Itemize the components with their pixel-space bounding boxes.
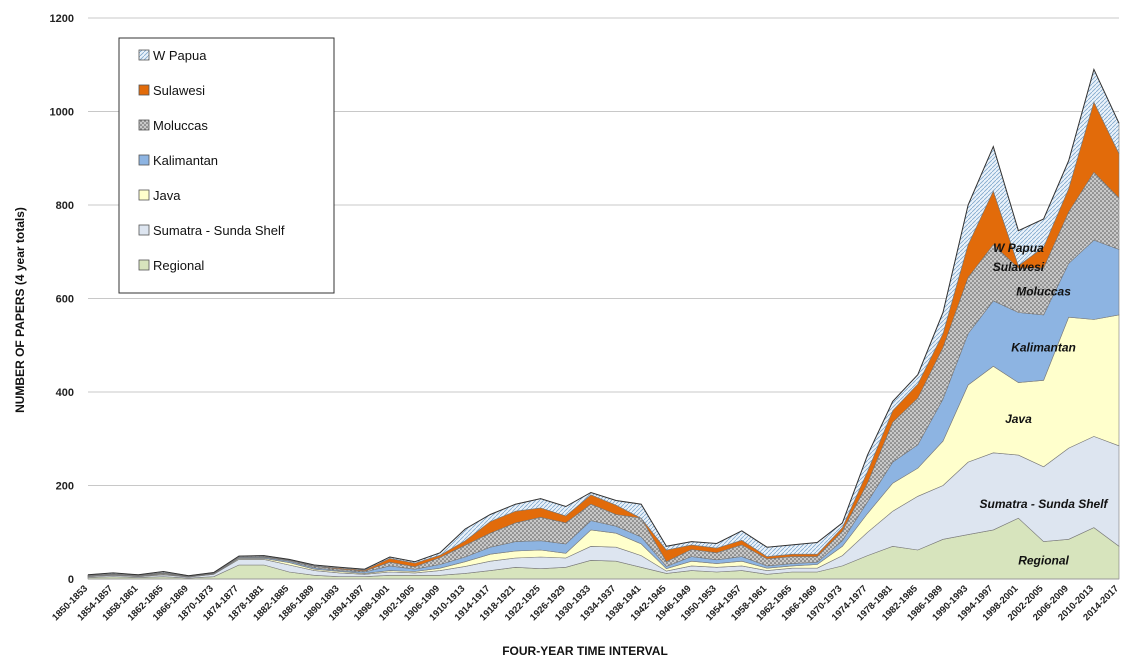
y-tick-label: 200 — [56, 481, 74, 493]
series-label: Regional — [1018, 553, 1069, 567]
legend-swatch — [138, 49, 150, 61]
y-tick-label: 600 — [56, 294, 74, 306]
legend-swatch — [138, 119, 150, 131]
area-series — [87, 67, 1120, 580]
y-axis-ticks: 0 200 400 600 800 1000 1200 — [50, 13, 74, 586]
y-axis-title: NUMBER OF PAPERS (4 year totals) — [13, 207, 27, 413]
legend-swatch — [138, 154, 150, 166]
legend-swatch — [138, 224, 150, 236]
y-tick-label: 400 — [56, 387, 74, 399]
series-label: Sumatra - Sunda Shelf — [980, 497, 1109, 511]
y-tick-label: 1200 — [50, 13, 74, 25]
series-label: W Papua — [993, 241, 1044, 255]
series-label: Java — [1005, 412, 1032, 426]
series-labels: Regional Sumatra - Sunda Shelf Java Kaliman… — [980, 241, 1109, 567]
legend-frame — [118, 37, 335, 294]
y-tick-label: 0 — [68, 574, 74, 586]
legend-swatch — [138, 189, 150, 201]
x-axis-ticks: 1850-18531854-18571858-18611862-18651866… — [50, 583, 1121, 623]
series-label: Moluccas — [1016, 284, 1071, 298]
legend-swatch — [138, 259, 150, 271]
x-axis-title: FOUR-YEAR TIME INTERVAL — [502, 644, 668, 658]
y-tick-label: 1000 — [50, 107, 74, 119]
legend-label: Java — [153, 188, 181, 203]
legend-label: Regional — [153, 258, 204, 273]
legend-swatch — [138, 84, 150, 96]
series-label: Kalimantan — [1011, 341, 1076, 355]
legend-label: Sumatra - Sunda Shelf — [153, 223, 285, 238]
legend-label: Kalimantan — [153, 153, 218, 168]
legend: W Papua Sulawesi Moluccas Kalimantan Java Sum… — [118, 37, 335, 294]
legend-label: W Papua — [153, 48, 207, 63]
total-outline — [87, 67, 1120, 577]
y-tick-label: 800 — [56, 200, 74, 212]
legend-label: Moluccas — [153, 118, 208, 133]
legend-label: Sulawesi — [153, 83, 205, 98]
series-label: Sulawesi — [993, 260, 1045, 274]
